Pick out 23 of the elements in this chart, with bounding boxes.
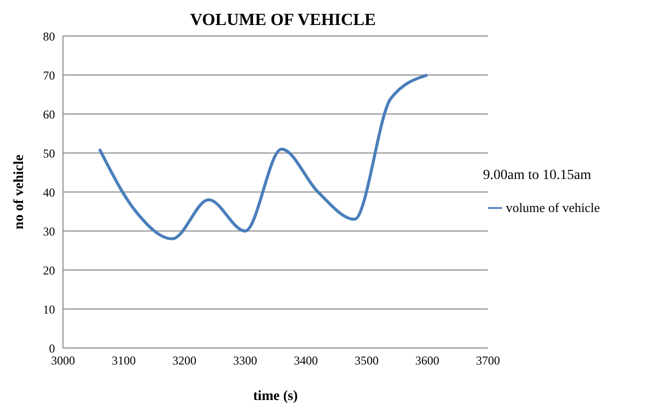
x-tick-label: 3100 <box>112 354 136 368</box>
y-tick-label: 70 <box>43 68 55 82</box>
y-tick-label: 0 <box>49 341 55 356</box>
y-axis-title: no of vehicle <box>12 154 27 230</box>
y-tick-label: 60 <box>43 107 55 122</box>
x-tick-label: 3400 <box>294 354 318 368</box>
y-tick-label: 10 <box>43 302 55 316</box>
x-tick-label: 3000 <box>51 354 75 368</box>
annotation: 9.00am to 10.15am <box>483 168 592 184</box>
x-tick-label: 3600 <box>415 354 440 368</box>
y-tick-label: 30 <box>43 224 55 238</box>
y-tick-label: 40 <box>43 185 55 200</box>
x-tick-label: 3200 <box>172 354 196 368</box>
x-tick-label: 3300 <box>233 354 258 368</box>
x-tick-label: 3500 <box>354 354 379 368</box>
x-tick-label: 3700 <box>476 354 500 368</box>
chart-title: VOLUME OF VEHICLE <box>189 10 377 30</box>
line-series <box>98 74 429 240</box>
y-tick-label: 80 <box>43 29 55 44</box>
x-axis-title: time (s) <box>253 389 298 404</box>
y-tick-label: 20 <box>43 263 55 278</box>
y-tick-label: 50 <box>43 146 55 160</box>
legend-label: volume of vehicle <box>506 200 600 215</box>
